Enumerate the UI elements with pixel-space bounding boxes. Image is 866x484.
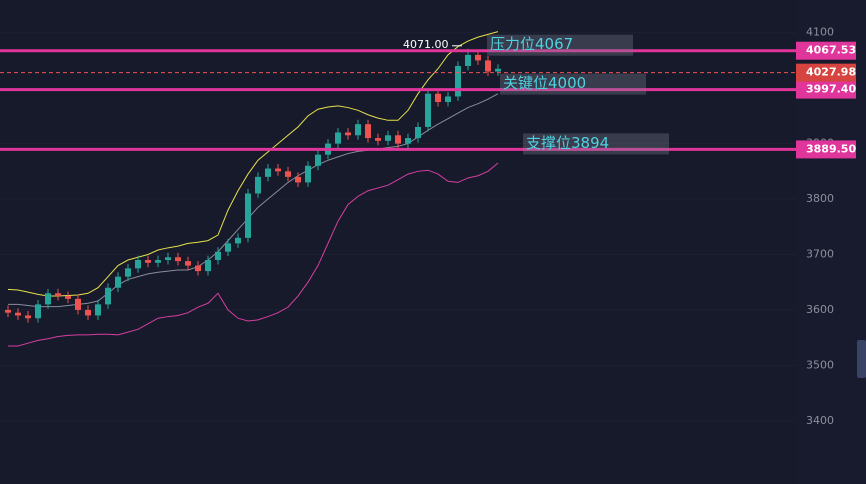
annotation-text: 压力位4067 [490,35,573,53]
candle-body [495,68,501,72]
candle-body [45,293,51,305]
y-tick-label: 3500 [806,358,834,371]
peak-label: 4071.00 [403,38,449,51]
candle-body [5,309,11,313]
candle-body [35,304,41,319]
annotation-box [500,73,646,95]
candle-body [135,260,141,269]
candle-body [305,165,311,183]
candle-body [465,54,471,66]
candle-body [345,132,351,136]
price-badge [796,140,856,159]
candle-body [125,268,131,277]
candle-body [455,65,461,97]
annotation-text: 关键位4000 [503,74,586,92]
candle-body [155,260,161,263]
price-badge-label: 3997.40 [806,83,856,96]
y-tick-label: 4100 [806,26,834,39]
candle-body [95,304,101,316]
candle-body [75,298,81,310]
band-line [8,162,499,347]
annotation-text: 支撑位3894 [526,134,609,152]
y-tick-label: 3800 [806,192,834,205]
candle-body [55,293,61,297]
scroll-handle[interactable] [857,340,866,378]
last-price-label: 4027.98 [806,66,856,79]
candle-body [205,260,211,272]
candle-body [195,265,201,272]
candle-body [175,257,181,262]
y-tick-label: 3600 [806,303,834,316]
candle-body [395,135,401,144]
candle-body [415,126,421,139]
candle-body [165,257,171,261]
candle-body [355,124,361,136]
y-tick-label: 3700 [806,247,834,260]
candle-body [245,193,251,238]
price-badge [796,41,856,60]
candle-body [185,261,191,266]
candle-body [375,138,381,141]
candle-body [265,168,271,177]
candle-body [315,154,321,166]
candle-body [255,176,261,194]
price-badge-label: 4067.53 [806,44,856,57]
candle-body [105,287,111,305]
candle-body [65,296,71,299]
candle-body [425,93,431,127]
annotation-box [523,133,669,155]
last-price-badge [796,63,856,82]
candle-body [85,309,91,316]
candle-body [385,135,391,141]
candle-body [145,260,151,263]
candle-body [295,176,301,183]
candle-body [15,312,21,316]
price-badge-label: 3889.50 [806,142,856,155]
candle-body [225,243,231,252]
candle-body [275,168,281,172]
candle-body [285,171,291,177]
y-tick-label: 3400 [806,414,834,427]
candle-body [475,54,481,61]
candle-body [215,251,221,261]
candle-body [25,315,31,319]
candle-body [445,96,451,103]
price-badge [796,80,856,99]
candle-body [405,138,411,144]
candle-body [235,237,241,244]
candle-body [435,93,441,103]
candle-body [115,276,121,288]
candle-body [335,132,341,144]
annotation-box [487,34,633,56]
band-line [7,31,499,297]
candle-body [365,124,371,139]
candle-body [485,60,491,72]
